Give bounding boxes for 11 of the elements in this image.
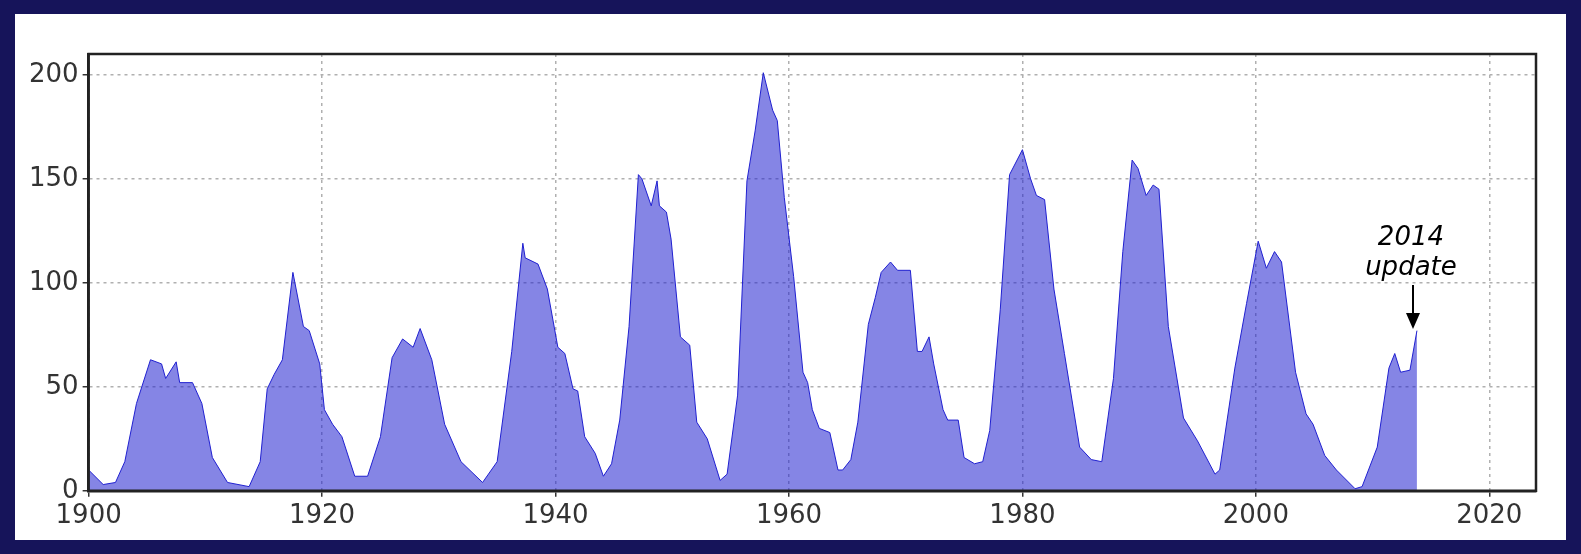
annotation: 2014 update: [1365, 220, 1457, 281]
x-tick-label: 2000: [1222, 499, 1289, 530]
y-tick-label: 100: [28, 265, 79, 296]
y-tick-label: 50: [45, 369, 79, 400]
x-tick-label: 1940: [522, 499, 589, 530]
x-tick-label: 1920: [288, 499, 356, 530]
y-tick-label: 150: [28, 161, 79, 192]
x-tick-label: 2020: [1456, 499, 1523, 530]
y-tick-label: 200: [28, 57, 79, 88]
x-tick-label: 1980: [989, 499, 1056, 530]
x-tick-label: 1960: [755, 499, 823, 530]
